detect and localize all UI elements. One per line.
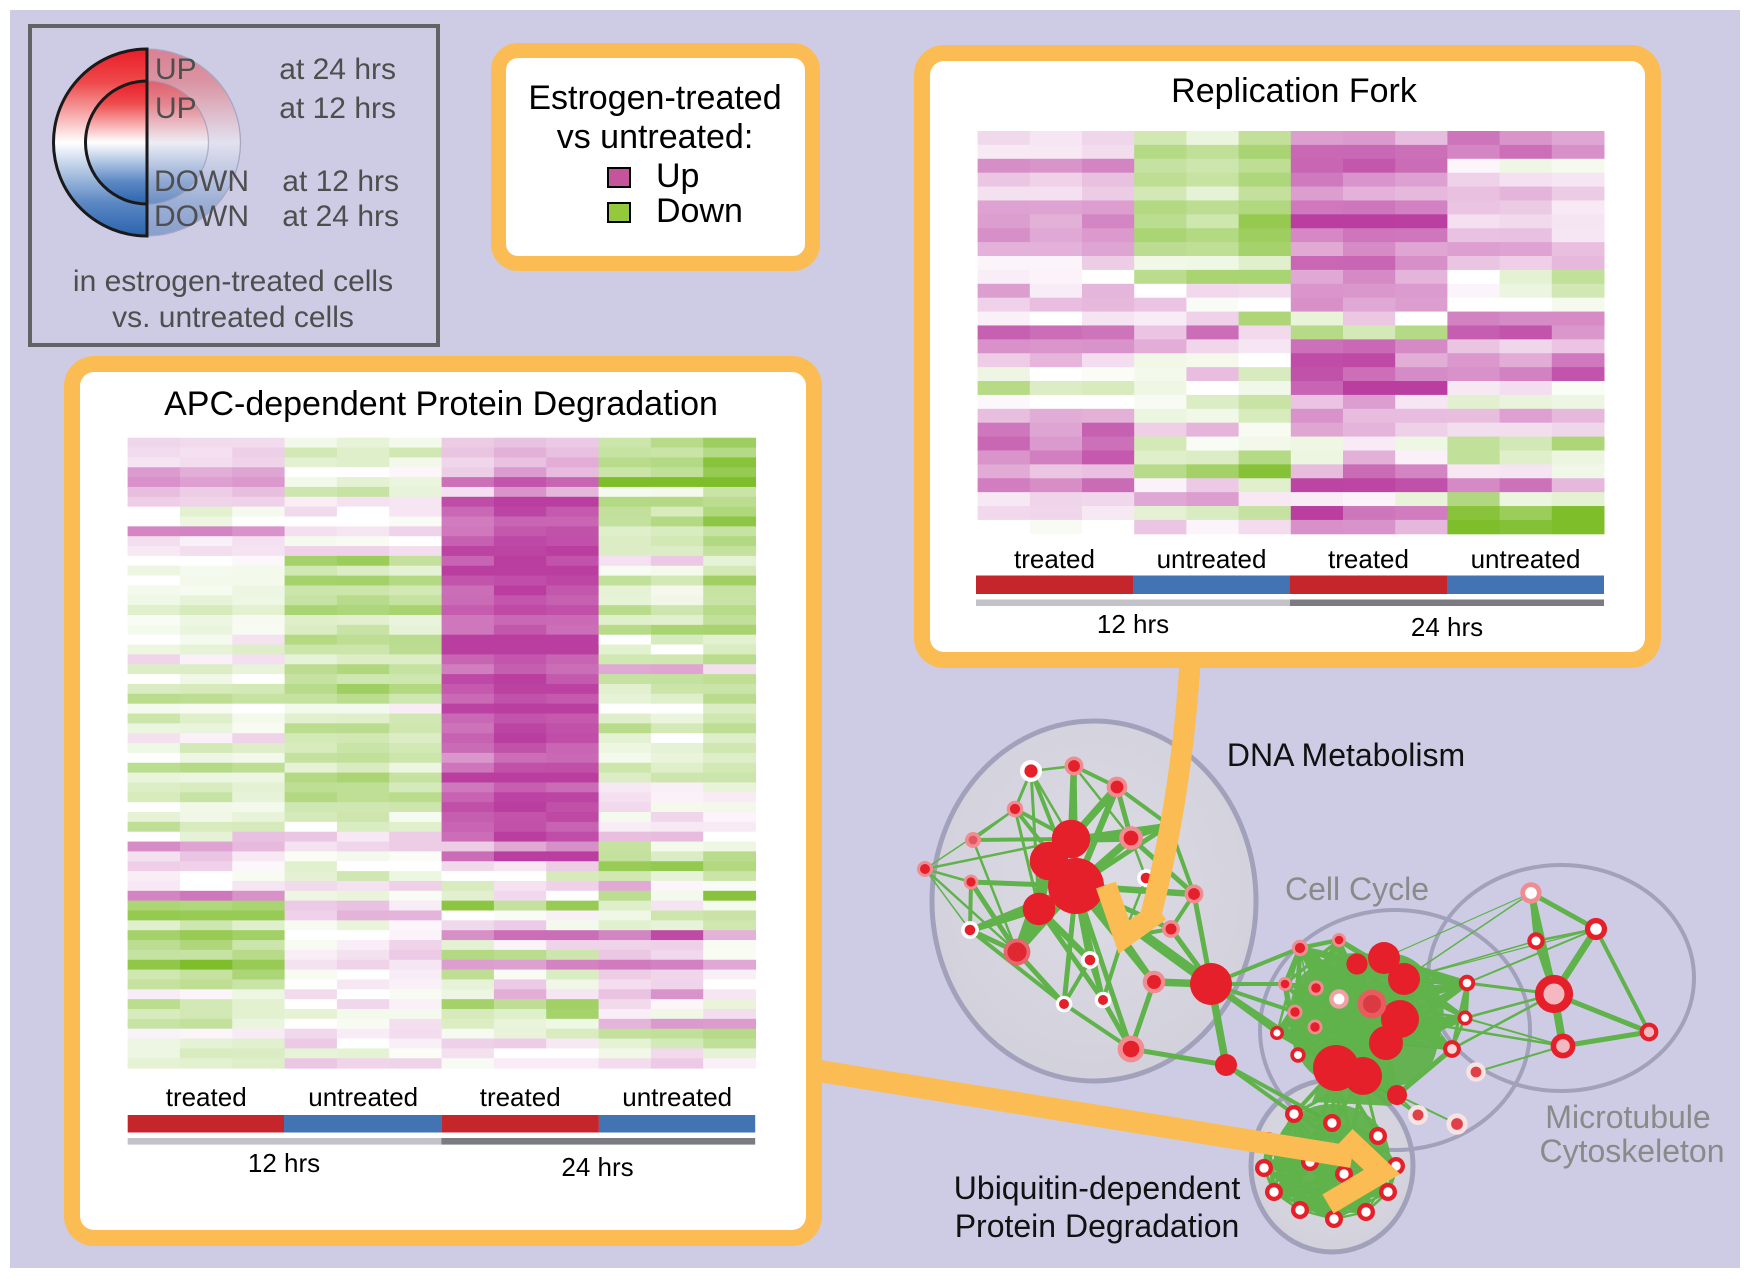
svg-text:vs untreated:: vs untreated: bbox=[557, 118, 754, 156]
svg-text:Cell Cycle: Cell Cycle bbox=[1285, 871, 1429, 907]
svg-text:treated: treated bbox=[1328, 544, 1409, 574]
svg-text:Ubiquitin-dependent: Ubiquitin-dependent bbox=[954, 1170, 1241, 1206]
svg-text:24 hrs: 24 hrs bbox=[1411, 612, 1483, 642]
svg-text:Protein Degradation: Protein Degradation bbox=[955, 1208, 1240, 1244]
svg-text:at 12 hrs: at 12 hrs bbox=[282, 165, 399, 198]
svg-text:at 24 hrs: at 24 hrs bbox=[282, 200, 399, 233]
svg-text:at 12 hrs: at 12 hrs bbox=[279, 92, 396, 125]
svg-text:treated: treated bbox=[1014, 544, 1095, 574]
svg-text:Up: Up bbox=[656, 157, 699, 195]
svg-text:treated: treated bbox=[166, 1082, 247, 1112]
svg-text:Down: Down bbox=[656, 192, 743, 230]
svg-text:12 hrs: 12 hrs bbox=[1097, 609, 1169, 639]
svg-text:vs. untreated cells: vs. untreated cells bbox=[112, 301, 354, 334]
svg-text:APC-dependent Protein Degradat: APC-dependent Protein Degradation bbox=[164, 385, 718, 423]
svg-text:at 24 hrs: at 24 hrs bbox=[279, 53, 396, 86]
svg-text:treated: treated bbox=[480, 1082, 561, 1112]
svg-text:untreated: untreated bbox=[622, 1082, 732, 1112]
svg-text:DNA Metabolism: DNA Metabolism bbox=[1227, 737, 1465, 773]
svg-text:in estrogen-treated cells: in estrogen-treated cells bbox=[73, 265, 393, 298]
svg-text:24 hrs: 24 hrs bbox=[561, 1152, 633, 1182]
svg-text:UP: UP bbox=[155, 53, 197, 86]
svg-text:Cytoskeleton: Cytoskeleton bbox=[1540, 1133, 1725, 1169]
svg-text:untreated: untreated bbox=[308, 1082, 418, 1112]
svg-text:12 hrs: 12 hrs bbox=[248, 1148, 320, 1178]
svg-text:Estrogen-treated: Estrogen-treated bbox=[528, 79, 781, 117]
svg-text:Microtubule: Microtubule bbox=[1545, 1099, 1710, 1135]
svg-text:untreated: untreated bbox=[1471, 544, 1581, 574]
svg-text:DOWN: DOWN bbox=[154, 165, 249, 198]
svg-text:UP: UP bbox=[155, 92, 197, 125]
svg-text:Replication Fork: Replication Fork bbox=[1171, 72, 1418, 110]
svg-text:untreated: untreated bbox=[1157, 544, 1267, 574]
svg-text:DOWN: DOWN bbox=[154, 200, 249, 233]
